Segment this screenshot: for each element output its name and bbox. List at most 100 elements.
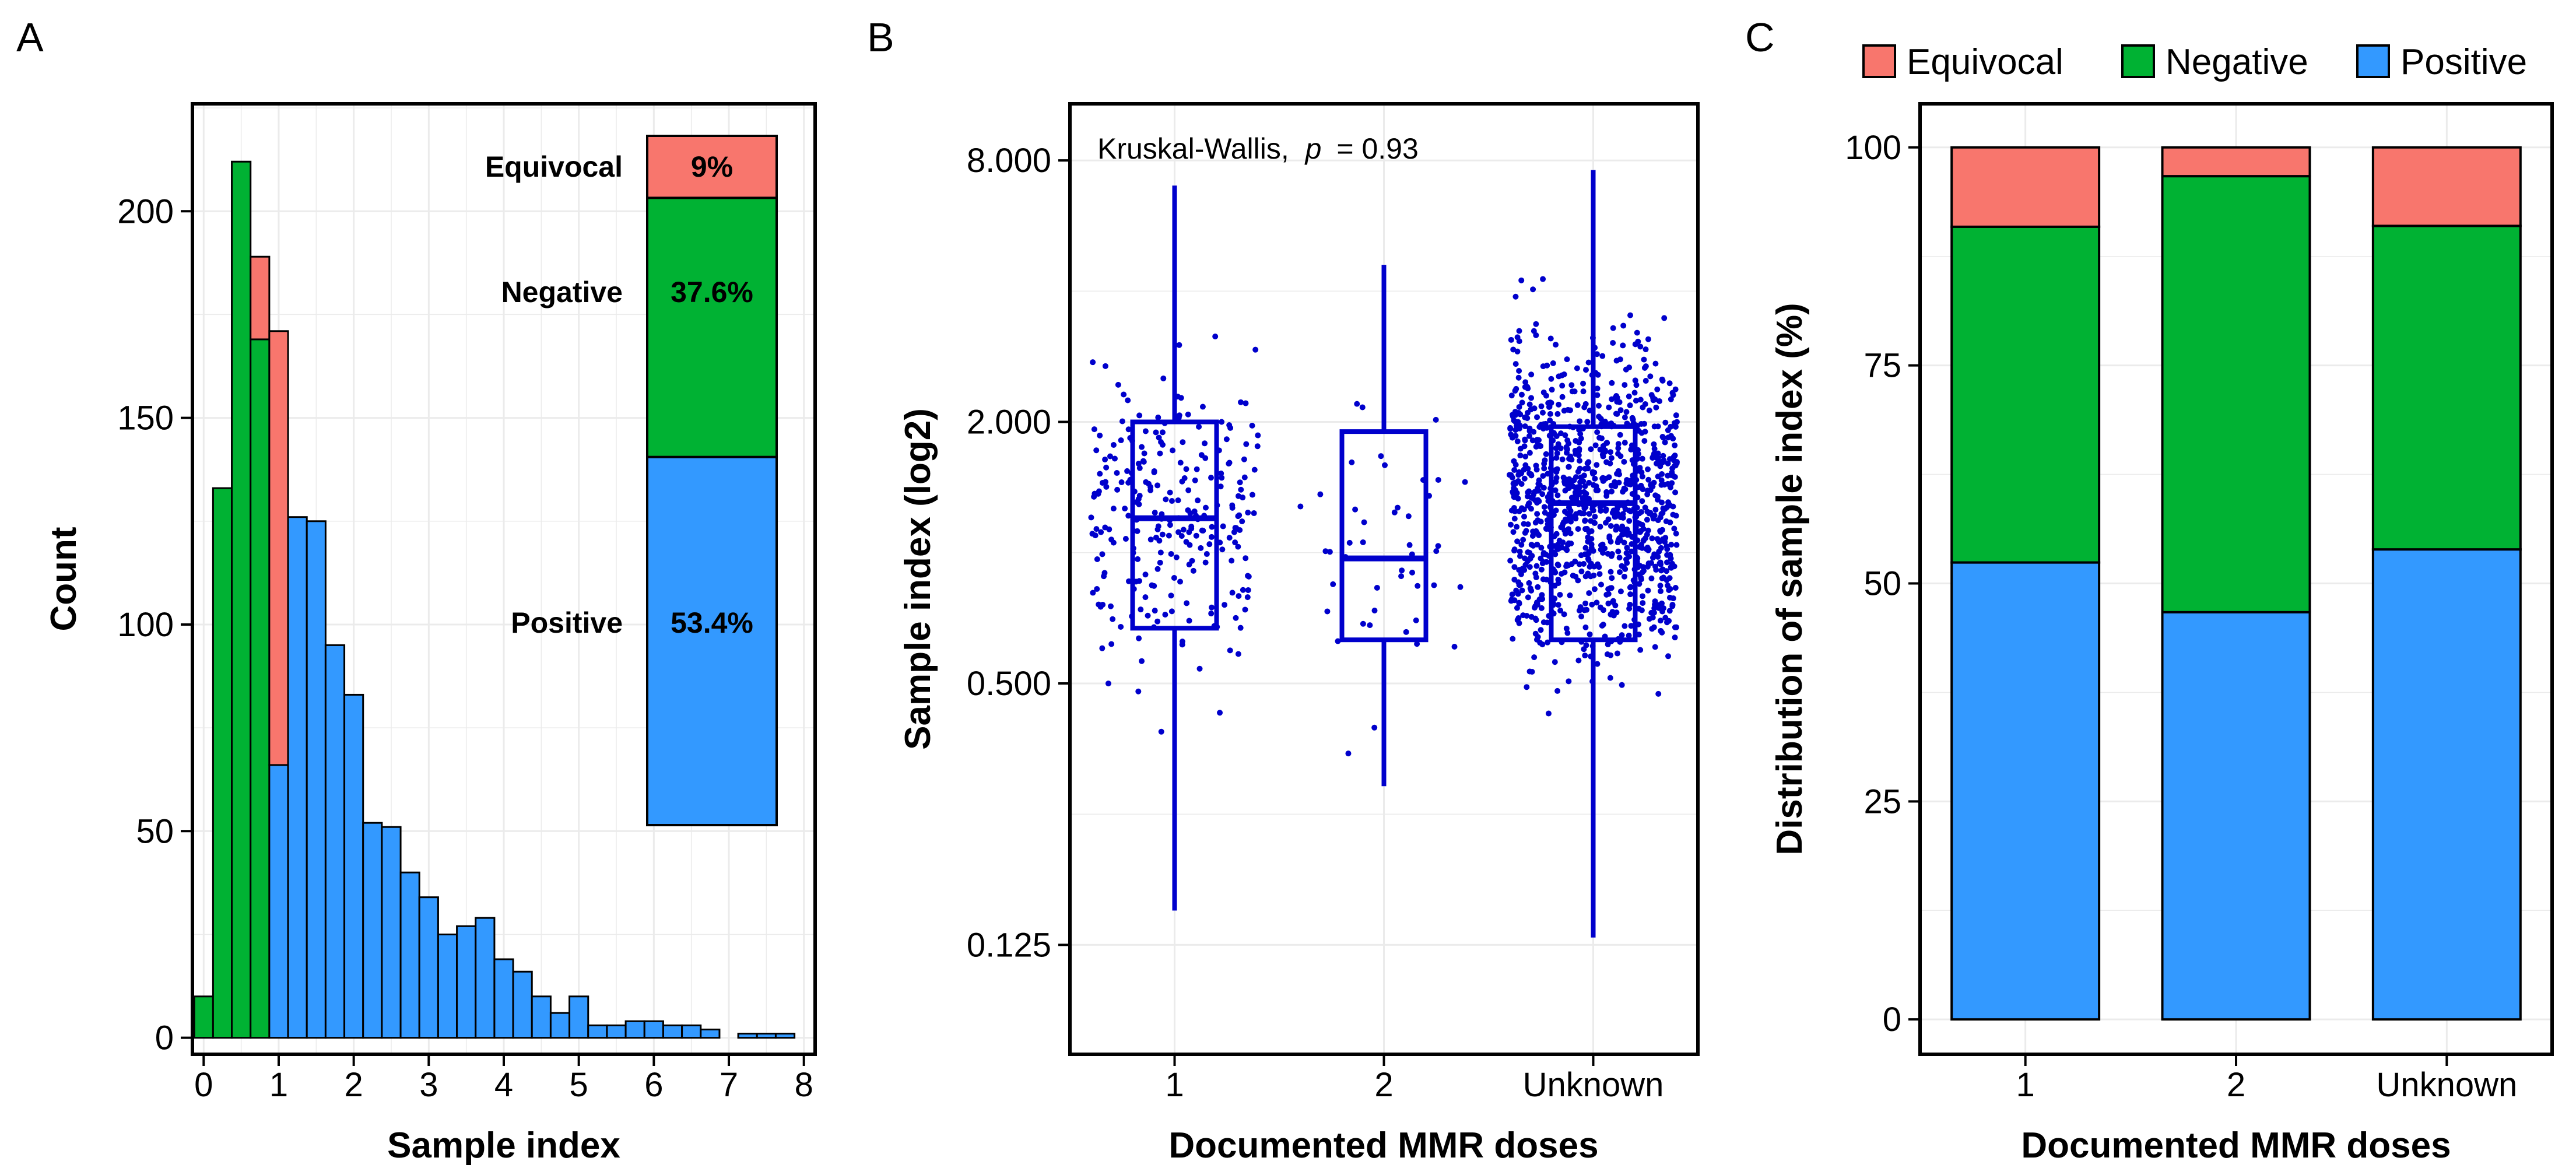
panel-b-point [1179,478,1185,485]
panel-b-point [1354,401,1360,407]
panel-b-point [1661,457,1667,464]
panel-b-point [1511,548,1518,554]
panel-b-point [1615,539,1621,546]
panel-b-point [1555,562,1561,569]
panel-b-point [1650,397,1656,404]
panel-a-bar-positive [568,995,589,1039]
panel-b-point [1630,416,1636,423]
panel-b-point [1099,480,1105,486]
panel-c-y-axis-title: Distribution of sample index (%) [1770,303,1810,855]
panel-b-point [1208,534,1215,540]
panel-a-bar-negative [212,487,233,1039]
panel-b-point [1561,611,1567,618]
panel-b-point [1605,600,1612,606]
panel-c-legend-label-positive: Positive [2400,42,2527,82]
panel-b-point [1599,353,1606,359]
panel-c-legend-key-equivocal [1862,44,1896,78]
panel-b-point [1219,546,1226,553]
panel-b-point [1140,458,1147,465]
panel-b-point [1620,514,1626,521]
panel-b-point [1091,426,1097,433]
panel-b-point [1236,593,1242,599]
panel-b-point [1617,453,1624,460]
panel-b-point [1596,571,1603,577]
panel-b-point [1608,455,1615,461]
panel-b-point [1645,336,1651,342]
panel-b-point [1559,456,1566,462]
panel-b-point [1317,491,1324,497]
panel-b-point [1614,506,1620,512]
panel-b-point [1374,584,1380,591]
panel-b-point [1242,606,1248,613]
panel-b-point [1555,602,1561,608]
panel-b-point [1098,529,1104,535]
panel-b-point [1610,325,1616,331]
panel-b-point [1512,433,1519,439]
panel-b-point [1553,531,1560,537]
panel-b-point [1566,440,1572,447]
panel-b-point [1541,461,1547,467]
panel-b-point [1606,404,1612,411]
panel-b-point [1457,584,1464,590]
panel-b-point [1535,487,1541,494]
panel-b-point [1567,592,1573,599]
panel-b-point [1159,531,1166,538]
panel-b-point [1622,414,1628,420]
panel-b-point [1107,453,1113,460]
panel-b-point [1528,542,1535,548]
panel-b-point [1521,467,1527,473]
panel-b-point [1244,594,1251,601]
panel-b-point [1568,382,1575,388]
panel-b-point [1673,531,1679,537]
panel-b-point [1378,453,1384,460]
panel-a-y-tick-label: 100 [117,606,174,644]
panel-b-point [1190,567,1196,574]
panel-b-point [1617,432,1623,438]
panel-b-point [1613,357,1620,364]
panel-b-point [1671,525,1677,532]
panel-b-point [1546,404,1553,410]
panel-b-point [1672,442,1678,448]
panel-b-point [1219,475,1225,481]
panel-b-point [1647,373,1654,380]
panel-b-point [1229,590,1236,596]
panel-b-point [1581,404,1588,411]
panel-b-point [1622,440,1628,446]
panel-b-point [1152,608,1158,614]
panel-b-point [1531,328,1537,334]
panel-b-point [1510,636,1516,642]
panel-b-point [1108,641,1115,647]
panel-b-point [1660,574,1666,581]
panel-b-point [1622,623,1628,629]
panel-b-point [1198,545,1204,551]
panel-b-point [1093,526,1100,532]
panel-b-point [1620,322,1627,329]
panel-a-bar-positive [437,933,458,1039]
panel-b-point [1654,386,1661,392]
panel-b-point [1141,450,1147,457]
panel-b-point [1590,507,1596,514]
panel-b-point [1582,653,1588,659]
panel-b-point [1516,404,1522,410]
panel-b-point [1166,532,1172,539]
panel-b-point [1360,620,1366,627]
panel-b-point [1628,623,1634,629]
panel-b-point [1666,594,1673,601]
panel-b-point [1615,548,1622,555]
panel-b-point [1209,524,1215,530]
panel-b-point [1612,602,1619,609]
panel-b-point [1554,411,1561,417]
panel-b-point [1576,439,1582,446]
panel-c-y-tick-label: 25 [1863,783,1901,820]
panel-b-point [1243,441,1250,447]
panel-b-point [1571,388,1578,395]
panel-b-point [1643,378,1649,384]
panel-b-point [1550,360,1556,366]
panel-a-inset-pct-positive: 53.4% [671,606,753,639]
panel-b-point [1346,539,1353,546]
panel-c-plot-border [1918,102,2554,1056]
panel-b-point [1626,393,1632,399]
panel-b-point [1568,494,1575,501]
panel-b-point [1644,491,1651,497]
panel-b-point [1640,593,1646,599]
